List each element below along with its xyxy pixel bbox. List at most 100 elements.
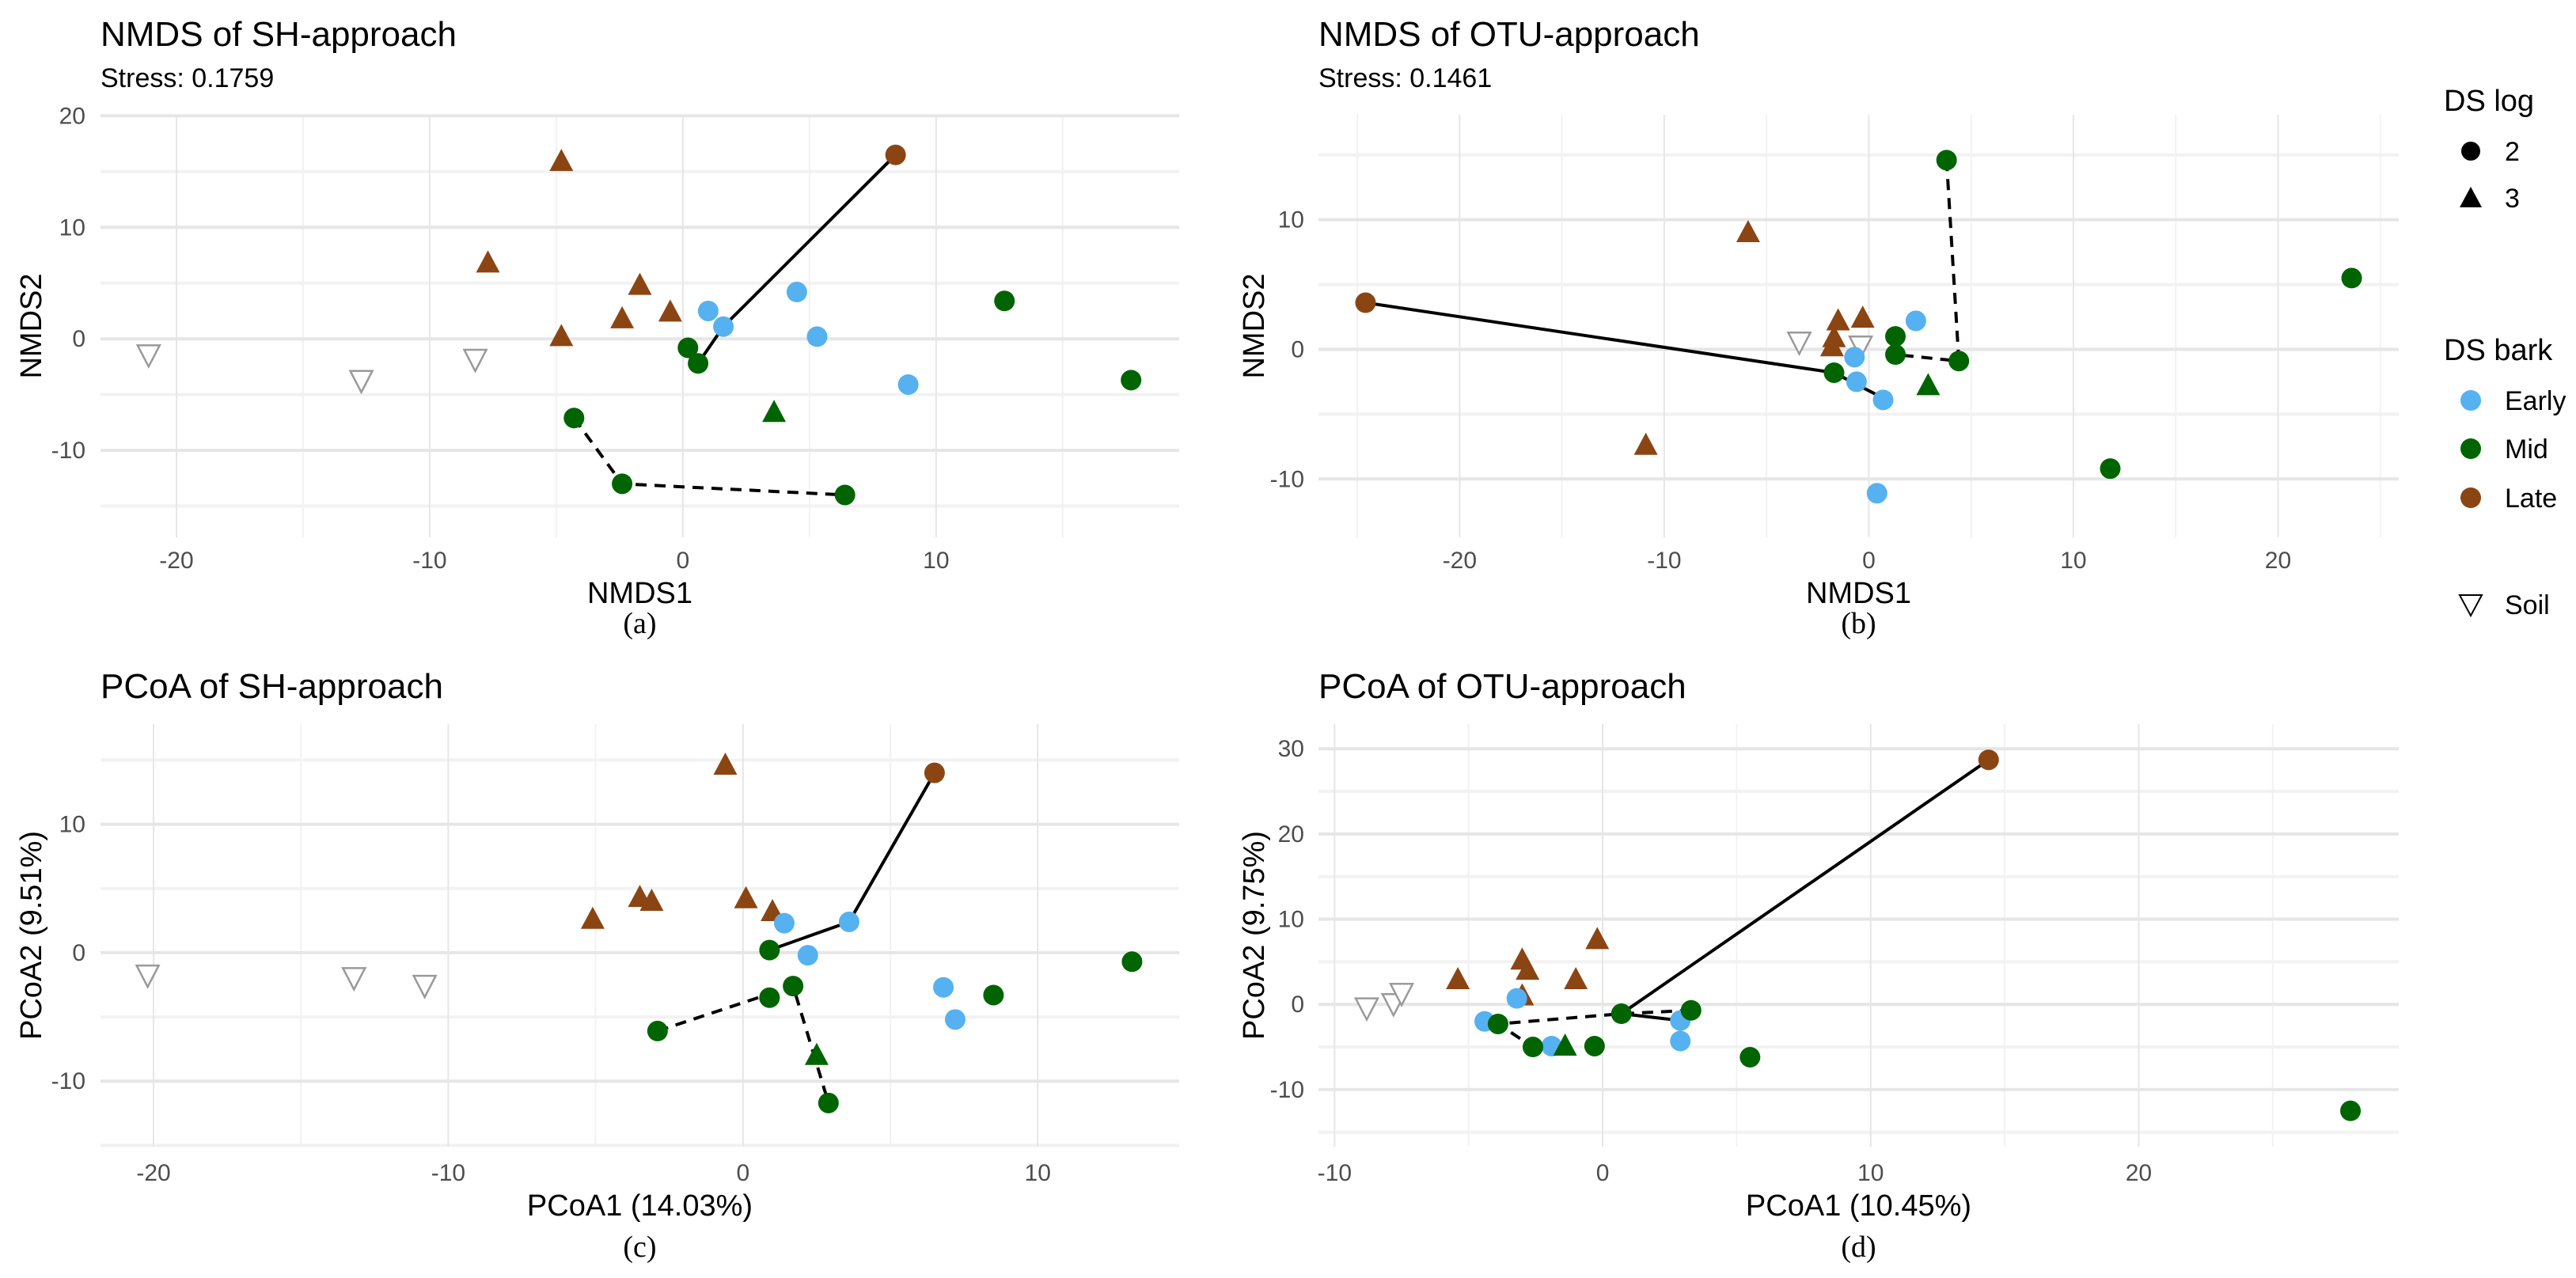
solid-trajectory-line — [1617, 758, 1990, 1022]
point-early-log2 — [897, 374, 919, 395]
panel-caption: (a) — [623, 607, 656, 640]
legend-triangle-icon — [2460, 187, 2482, 207]
point-mid-log2 — [1121, 951, 1143, 973]
point-mid-log2 — [1487, 1013, 1508, 1034]
point-mid-log2 — [612, 473, 633, 495]
x-tick-label: -20 — [136, 1160, 170, 1186]
x-tick-label: 0 — [1596, 1160, 1610, 1186]
point-soil — [1388, 983, 1415, 1008]
point-mid-log2 — [1885, 326, 1906, 347]
x-tick-label: 0 — [677, 548, 690, 574]
legend: DS log 2 3 DS bark Early Mid Late Soil — [2444, 85, 2566, 620]
y-axis-label: NMDS2 — [1238, 273, 1271, 378]
point-early-log2 — [797, 945, 818, 966]
point-mid-log3 — [1916, 373, 1941, 396]
point-late-log3 — [1826, 308, 1850, 331]
point-late-log3 — [549, 149, 574, 172]
point-mid-log2 — [759, 939, 780, 961]
dashed-trajectory-line — [1493, 1008, 1691, 1049]
y-tick-label: 10 — [1278, 907, 1304, 933]
point-mid-log2 — [563, 408, 585, 429]
y-axis-label: PCoA2 (9.75%) — [1238, 831, 1271, 1040]
point-mid-log2 — [1610, 1003, 1632, 1025]
point-early-log2 — [773, 912, 795, 934]
point-late-log3 — [1633, 432, 1658, 455]
point-mid-log2 — [2100, 458, 2121, 480]
x-tick-label: 10 — [1025, 1160, 1051, 1186]
point-late-log3 — [628, 272, 652, 295]
point-soil — [135, 344, 161, 370]
point-late-log3 — [1446, 966, 1470, 989]
x-tick-label: 10 — [2060, 548, 2086, 574]
point-early-log2 — [933, 977, 954, 998]
point-mid-log3 — [804, 1042, 829, 1065]
point-late-log2 — [885, 144, 906, 165]
point-mid-log2 — [647, 1020, 668, 1041]
panel-title: NMDS of OTU-approach — [1318, 15, 1700, 54]
panel-d: -10 0 10 20 -10 0 10 20 30 PCoA of OTU-approach PC… — [1238, 667, 2399, 1264]
x-tick-label: 20 — [2265, 548, 2291, 574]
legend-soil-triangle-icon — [2458, 594, 2483, 618]
y-tick-label: 20 — [59, 103, 85, 129]
dashed-trajectory-line — [1895, 160, 1961, 363]
point-early-log2 — [1905, 310, 1926, 332]
point-soil — [348, 370, 374, 395]
panel-a: -20 -10 0 10 -10 0 10 20 NMDS of SH-approach Stre… — [15, 15, 1179, 640]
point-late-log3 — [580, 906, 605, 929]
point-early-log2 — [1866, 483, 1887, 504]
point-mid-log3 — [762, 400, 787, 423]
x-tick-label: -10 — [1318, 1160, 1352, 1186]
point-late-log3 — [1585, 927, 1610, 950]
point-mid-log2 — [1522, 1037, 1543, 1058]
point-mid-log2 — [759, 987, 780, 1008]
legend-mid-swatch — [2460, 438, 2481, 459]
point-mid-log2 — [677, 337, 699, 358]
point-mid-log2 — [1121, 370, 1142, 391]
point-late-log3 — [1516, 958, 1540, 980]
x-axis-label: NMDS1 — [587, 577, 692, 610]
y-tick-label: 30 — [1278, 736, 1304, 762]
point-early-log2 — [697, 300, 719, 321]
x-tick-label: -10 — [431, 1160, 465, 1186]
point-late-log3 — [1850, 305, 1875, 328]
y-tick-label: 0 — [1291, 336, 1304, 362]
y-tick-label: 20 — [1278, 821, 1304, 848]
point-soil — [412, 974, 438, 999]
x-tick-label: 0 — [736, 1160, 749, 1186]
panel-caption: (b) — [1841, 607, 1876, 640]
y-tick-label: -10 — [51, 1068, 85, 1094]
panel-c: -20 -10 0 10 -10 0 10 PCoA of SH-approach PCoA1 … — [15, 667, 1179, 1264]
x-tick-label: 0 — [1862, 548, 1876, 574]
x-tick-label: 20 — [2126, 1160, 2152, 1186]
panel-caption: (c) — [623, 1231, 656, 1264]
point-late-log3 — [639, 888, 664, 911]
point-late-log3 — [734, 885, 758, 908]
y-tick-label: 0 — [72, 326, 85, 352]
point-mid-log3 — [1553, 1033, 1577, 1056]
x-tick-label: -20 — [159, 548, 193, 574]
point-mid-log2 — [1823, 362, 1845, 383]
legend-circle-icon — [2461, 142, 2480, 161]
legend-log-title: DS log — [2444, 85, 2534, 118]
x-tick-label: -10 — [412, 548, 446, 574]
point-late-log2 — [924, 762, 945, 783]
point-late-log3 — [1564, 966, 1588, 989]
point-early-log2 — [1846, 371, 1867, 393]
legend-late: Late — [2505, 484, 2557, 514]
y-tick-label: -10 — [1270, 466, 1304, 492]
legend-bark-title: DS bark — [2444, 334, 2553, 367]
x-axis-label: PCoA1 (14.03%) — [527, 1189, 753, 1223]
point-early-log2 — [944, 1009, 966, 1030]
point-late-log3 — [658, 299, 682, 322]
point-mid-log2 — [1680, 999, 1702, 1021]
legend-mid: Mid — [2505, 434, 2548, 465]
point-late-log3 — [1819, 334, 1844, 357]
legend-early-swatch — [2460, 390, 2481, 411]
y-tick-label: 10 — [1278, 207, 1304, 233]
point-mid-log2 — [783, 976, 804, 997]
y-tick-label: 0 — [72, 940, 85, 966]
legend-early: Early — [2505, 386, 2566, 416]
point-mid-log2 — [1936, 150, 1957, 171]
y-tick-label: 10 — [59, 812, 85, 838]
